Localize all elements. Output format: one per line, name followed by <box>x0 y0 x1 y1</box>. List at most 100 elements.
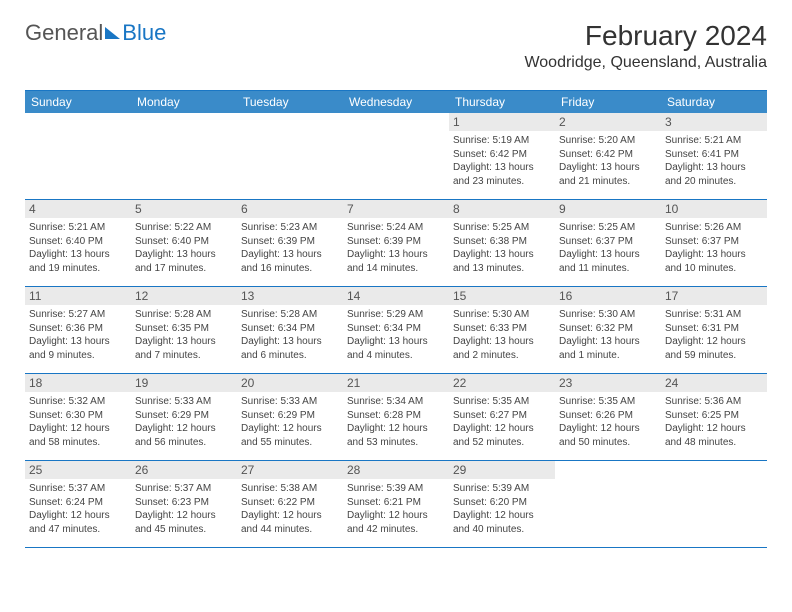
sunrise-text: Sunrise: 5:21 AM <box>29 221 127 235</box>
daylight1-text: Daylight: 12 hours <box>453 422 551 436</box>
day-of-week: Wednesday <box>343 91 449 113</box>
daylight2-text: and 14 minutes. <box>347 262 445 276</box>
week-row: 25Sunrise: 5:37 AMSunset: 6:24 PMDayligh… <box>25 460 767 547</box>
sunrise-text: Sunrise: 5:39 AM <box>347 482 445 496</box>
sunrise-text: Sunrise: 5:39 AM <box>453 482 551 496</box>
day-number: 1 <box>449 113 555 131</box>
day-number: 19 <box>131 374 237 392</box>
day-cell: 16Sunrise: 5:30 AMSunset: 6:32 PMDayligh… <box>555 287 661 373</box>
day-cell: 9Sunrise: 5:25 AMSunset: 6:37 PMDaylight… <box>555 200 661 286</box>
sunrise-text: Sunrise: 5:25 AM <box>559 221 657 235</box>
day-cell: 6Sunrise: 5:23 AMSunset: 6:39 PMDaylight… <box>237 200 343 286</box>
day-cell: 10Sunrise: 5:26 AMSunset: 6:37 PMDayligh… <box>661 200 767 286</box>
daylight1-text: Daylight: 13 hours <box>453 161 551 175</box>
day-number: 3 <box>661 113 767 131</box>
sunrise-text: Sunrise: 5:21 AM <box>665 134 763 148</box>
sunset-text: Sunset: 6:21 PM <box>347 496 445 510</box>
sunset-text: Sunset: 6:34 PM <box>347 322 445 336</box>
day-cell: 26Sunrise: 5:37 AMSunset: 6:23 PMDayligh… <box>131 461 237 547</box>
sunrise-text: Sunrise: 5:25 AM <box>453 221 551 235</box>
day-number: 28 <box>343 461 449 479</box>
sunset-text: Sunset: 6:34 PM <box>241 322 339 336</box>
location: Woodridge, Queensland, Australia <box>524 54 767 72</box>
daylight1-text: Daylight: 12 hours <box>665 335 763 349</box>
sunrise-text: Sunrise: 5:28 AM <box>135 308 233 322</box>
day-number: 11 <box>25 287 131 305</box>
sunset-text: Sunset: 6:25 PM <box>665 409 763 423</box>
day-number: 13 <box>237 287 343 305</box>
sunrise-text: Sunrise: 5:37 AM <box>29 482 127 496</box>
day-cell <box>131 113 237 199</box>
sunrise-text: Sunrise: 5:37 AM <box>135 482 233 496</box>
daylight2-text: and 17 minutes. <box>135 262 233 276</box>
day-cell: 25Sunrise: 5:37 AMSunset: 6:24 PMDayligh… <box>25 461 131 547</box>
day-cell: 23Sunrise: 5:35 AMSunset: 6:26 PMDayligh… <box>555 374 661 460</box>
daylight2-text: and 2 minutes. <box>453 349 551 363</box>
day-number: 2 <box>555 113 661 131</box>
title-block: February 2024 Woodridge, Queensland, Aus… <box>524 20 767 72</box>
week-row: 1Sunrise: 5:19 AMSunset: 6:42 PMDaylight… <box>25 113 767 199</box>
day-cell: 3Sunrise: 5:21 AMSunset: 6:41 PMDaylight… <box>661 113 767 199</box>
daylight1-text: Daylight: 12 hours <box>665 422 763 436</box>
month-title: February 2024 <box>524 20 767 52</box>
daylight2-text: and 7 minutes. <box>135 349 233 363</box>
sunset-text: Sunset: 6:33 PM <box>453 322 551 336</box>
daylight2-text: and 50 minutes. <box>559 436 657 450</box>
sunrise-text: Sunrise: 5:19 AM <box>453 134 551 148</box>
daylight2-text: and 48 minutes. <box>665 436 763 450</box>
day-cell: 11Sunrise: 5:27 AMSunset: 6:36 PMDayligh… <box>25 287 131 373</box>
sunset-text: Sunset: 6:39 PM <box>347 235 445 249</box>
day-number: 6 <box>237 200 343 218</box>
daylight1-text: Daylight: 12 hours <box>241 509 339 523</box>
sunset-text: Sunset: 6:29 PM <box>135 409 233 423</box>
daylight2-text: and 58 minutes. <box>29 436 127 450</box>
day-cell: 14Sunrise: 5:29 AMSunset: 6:34 PMDayligh… <box>343 287 449 373</box>
sunset-text: Sunset: 6:24 PM <box>29 496 127 510</box>
day-number: 24 <box>661 374 767 392</box>
day-of-week: Friday <box>555 91 661 113</box>
daylight2-text: and 42 minutes. <box>347 523 445 537</box>
day-of-week: Monday <box>131 91 237 113</box>
day-cell: 1Sunrise: 5:19 AMSunset: 6:42 PMDaylight… <box>449 113 555 199</box>
daylight1-text: Daylight: 13 hours <box>665 248 763 262</box>
daylight2-text: and 44 minutes. <box>241 523 339 537</box>
sunset-text: Sunset: 6:40 PM <box>135 235 233 249</box>
daylight2-text: and 20 minutes. <box>665 175 763 189</box>
day-number: 16 <box>555 287 661 305</box>
day-of-week: Tuesday <box>237 91 343 113</box>
daylight2-text: and 13 minutes. <box>453 262 551 276</box>
sunset-text: Sunset: 6:30 PM <box>29 409 127 423</box>
sunrise-text: Sunrise: 5:33 AM <box>241 395 339 409</box>
day-number: 7 <box>343 200 449 218</box>
daylight1-text: Daylight: 13 hours <box>29 248 127 262</box>
daylight1-text: Daylight: 13 hours <box>347 248 445 262</box>
calendar: SundayMondayTuesdayWednesdayThursdayFrid… <box>25 90 767 548</box>
day-cell: 17Sunrise: 5:31 AMSunset: 6:31 PMDayligh… <box>661 287 767 373</box>
sunset-text: Sunset: 6:28 PM <box>347 409 445 423</box>
sunrise-text: Sunrise: 5:29 AM <box>347 308 445 322</box>
day-number: 29 <box>449 461 555 479</box>
week-row: 11Sunrise: 5:27 AMSunset: 6:36 PMDayligh… <box>25 286 767 373</box>
day-of-week: Thursday <box>449 91 555 113</box>
daylight1-text: Daylight: 12 hours <box>29 422 127 436</box>
sunset-text: Sunset: 6:26 PM <box>559 409 657 423</box>
day-number: 26 <box>131 461 237 479</box>
day-of-week: Saturday <box>661 91 767 113</box>
sunrise-text: Sunrise: 5:30 AM <box>559 308 657 322</box>
day-cell <box>555 461 661 547</box>
day-cell <box>237 113 343 199</box>
day-cell: 8Sunrise: 5:25 AMSunset: 6:38 PMDaylight… <box>449 200 555 286</box>
daylight1-text: Daylight: 13 hours <box>241 335 339 349</box>
logo-word1: General <box>25 20 103 46</box>
day-number: 14 <box>343 287 449 305</box>
day-number: 9 <box>555 200 661 218</box>
daylight2-text: and 40 minutes. <box>453 523 551 537</box>
daylight2-text: and 10 minutes. <box>665 262 763 276</box>
daylight1-text: Daylight: 12 hours <box>135 509 233 523</box>
daylight1-text: Daylight: 13 hours <box>665 161 763 175</box>
daylight2-text: and 23 minutes. <box>453 175 551 189</box>
day-number: 8 <box>449 200 555 218</box>
day-number: 5 <box>131 200 237 218</box>
day-number: 17 <box>661 287 767 305</box>
daylight1-text: Daylight: 12 hours <box>559 422 657 436</box>
